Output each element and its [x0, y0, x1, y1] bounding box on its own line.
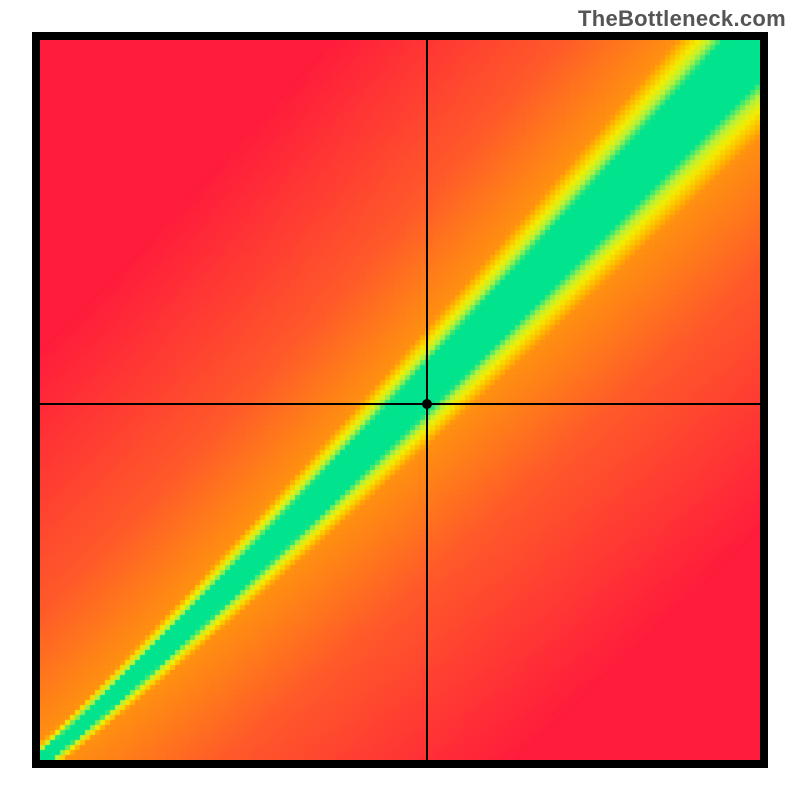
crosshair-marker-dot: [422, 399, 432, 409]
crosshair-horizontal: [40, 403, 760, 405]
chart-frame: [32, 32, 768, 768]
bottleneck-heatmap: [40, 40, 760, 760]
watermark-text: TheBottleneck.com: [578, 6, 786, 32]
